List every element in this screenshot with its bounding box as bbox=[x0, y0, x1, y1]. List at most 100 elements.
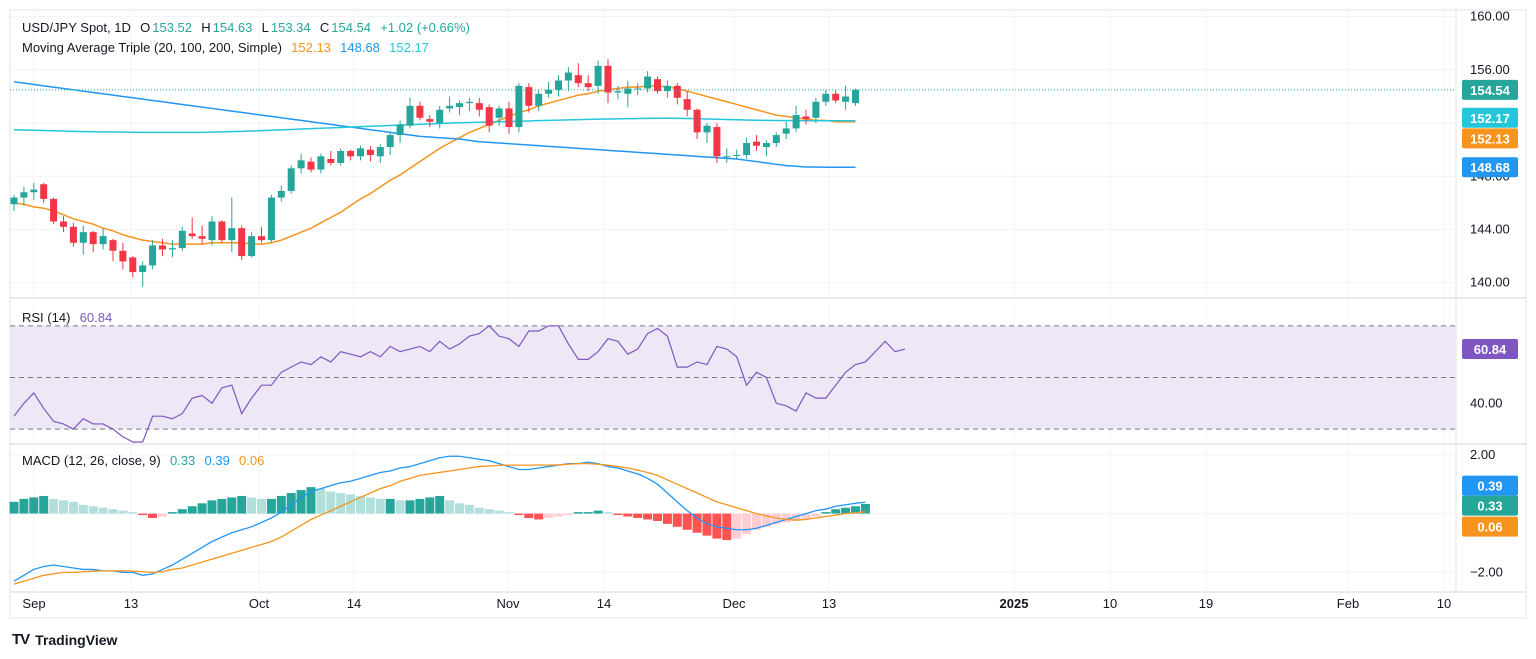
macd-histogram-bar bbox=[742, 513, 752, 535]
low-label: L bbox=[261, 20, 269, 35]
candle-body bbox=[782, 128, 790, 134]
tradingview-logo-icon: TV bbox=[12, 631, 30, 648]
macd-histogram-bar bbox=[187, 506, 197, 514]
macd-signal-badge-bg bbox=[1462, 516, 1518, 537]
candle-body bbox=[743, 143, 751, 155]
ma-label: Moving Average Triple (20, 100, 200, Sim… bbox=[22, 40, 282, 55]
x-tick-label: 14 bbox=[347, 596, 361, 611]
open-label: O bbox=[140, 20, 151, 35]
x-tick-label: 13 bbox=[822, 596, 836, 611]
macd-line-badge-bg bbox=[1462, 475, 1518, 496]
macd-histogram-bar bbox=[276, 495, 286, 514]
candle-body bbox=[465, 101, 473, 104]
price-legend: USD/JPY Spot, 1D O 153.52 H 154.63 L 153.34… bbox=[22, 20, 472, 35]
candle-body bbox=[366, 149, 374, 155]
candle-body bbox=[545, 89, 553, 94]
ma-legend: Moving Average Triple (20, 100, 200, Sim… bbox=[22, 40, 431, 55]
candle-body bbox=[475, 103, 483, 110]
macd-histogram-bar bbox=[752, 513, 761, 530]
macd-histogram-bar bbox=[425, 497, 435, 514]
candle-body bbox=[594, 65, 602, 86]
ma200-value: 152.17 bbox=[389, 40, 429, 55]
candle-body bbox=[812, 101, 820, 118]
macd-histogram-bar bbox=[702, 513, 712, 536]
macd-histogram-bar bbox=[455, 503, 464, 514]
macd-histogram-bar bbox=[286, 493, 296, 514]
close-value: 154.54 bbox=[331, 20, 372, 35]
candle-body bbox=[79, 232, 87, 243]
rsi-badge-bg bbox=[1462, 339, 1518, 360]
macd-histogram-bar bbox=[554, 513, 563, 517]
candle-body bbox=[168, 248, 176, 250]
candle-body bbox=[277, 190, 285, 198]
macd-histogram-bar bbox=[39, 495, 49, 514]
candle-body bbox=[357, 148, 364, 157]
macd-histogram-bar bbox=[336, 493, 346, 514]
macd-histogram-bar bbox=[375, 498, 385, 514]
candle-body bbox=[456, 103, 463, 108]
ma100-value: 148.68 bbox=[340, 40, 380, 55]
macd-histogram-bar bbox=[653, 513, 662, 521]
x-tick-label: 13 bbox=[124, 596, 138, 611]
close-badge-bg bbox=[1462, 79, 1518, 100]
footer: TV TradingView bbox=[12, 631, 117, 648]
candle-body bbox=[842, 96, 850, 102]
candle-body bbox=[139, 265, 147, 273]
macd-histogram-bar bbox=[801, 513, 811, 520]
candle-body bbox=[515, 85, 523, 128]
candle-body bbox=[614, 91, 622, 93]
macd-histogram-bar bbox=[583, 512, 593, 514]
candle-body bbox=[693, 109, 701, 133]
candle-body bbox=[317, 156, 325, 170]
close-label: C bbox=[319, 20, 330, 35]
brand-label: TradingView bbox=[35, 631, 118, 648]
candle-body bbox=[673, 85, 681, 98]
x-tick-label: 2025 bbox=[1000, 596, 1029, 611]
candle-body bbox=[129, 257, 137, 273]
macd-signal-line bbox=[13, 462, 866, 585]
macd-histogram-bar bbox=[385, 498, 395, 514]
rsi-value: 60.84 bbox=[79, 310, 113, 325]
candle-body bbox=[535, 93, 543, 106]
macd-histogram-bar bbox=[484, 509, 494, 514]
x-tick-label: Oct bbox=[249, 596, 270, 611]
macd-histogram-bar bbox=[108, 509, 118, 514]
macd-histogram-bar bbox=[356, 495, 365, 514]
candle-body bbox=[495, 108, 503, 118]
candle-body bbox=[604, 65, 612, 93]
macd-histogram-bar bbox=[118, 510, 128, 514]
ma20-value: 152.13 bbox=[291, 40, 331, 55]
candle-body bbox=[574, 75, 582, 84]
candle-body bbox=[713, 127, 721, 157]
macd-histogram-bar bbox=[316, 488, 326, 514]
candle-body bbox=[654, 79, 661, 92]
candle-body bbox=[188, 233, 196, 237]
ma200-badge: 152.17 bbox=[1470, 111, 1510, 126]
macd-histogram-bar bbox=[573, 512, 583, 514]
macd-histogram-bar bbox=[445, 500, 455, 514]
ma200-badge-bg bbox=[1462, 107, 1518, 128]
ma-line-ma100 bbox=[13, 81, 856, 168]
macd-histogram-bar bbox=[860, 503, 870, 514]
macd-histogram-bar bbox=[227, 497, 237, 514]
macd-histogram-bar bbox=[524, 513, 534, 518]
macd-legend: MACD (12, 26, close, 9) 0.33 0.39 0.06 bbox=[22, 453, 266, 468]
macd-histogram-bar bbox=[563, 513, 573, 516]
candle-body bbox=[69, 226, 77, 243]
ma-line-ma20 bbox=[13, 85, 856, 245]
candle-body bbox=[327, 158, 335, 163]
candle-body bbox=[792, 115, 800, 129]
macd-histogram-bar bbox=[464, 504, 474, 514]
x-tick-label: 19 bbox=[1199, 596, 1213, 611]
macd-histogram-bar bbox=[257, 498, 266, 514]
candle-body bbox=[624, 88, 632, 94]
macd-histogram-bar bbox=[514, 513, 524, 516]
candle-body bbox=[802, 116, 810, 120]
macd-histogram-bar bbox=[534, 513, 544, 520]
rsi-label: RSI (14) bbox=[22, 310, 71, 325]
candle-body bbox=[762, 143, 770, 148]
price-tick-label: 160.00 bbox=[1470, 9, 1510, 24]
macd-signal-value: 0.06 bbox=[239, 453, 265, 468]
macd-hist-badge-bg bbox=[1462, 495, 1518, 516]
